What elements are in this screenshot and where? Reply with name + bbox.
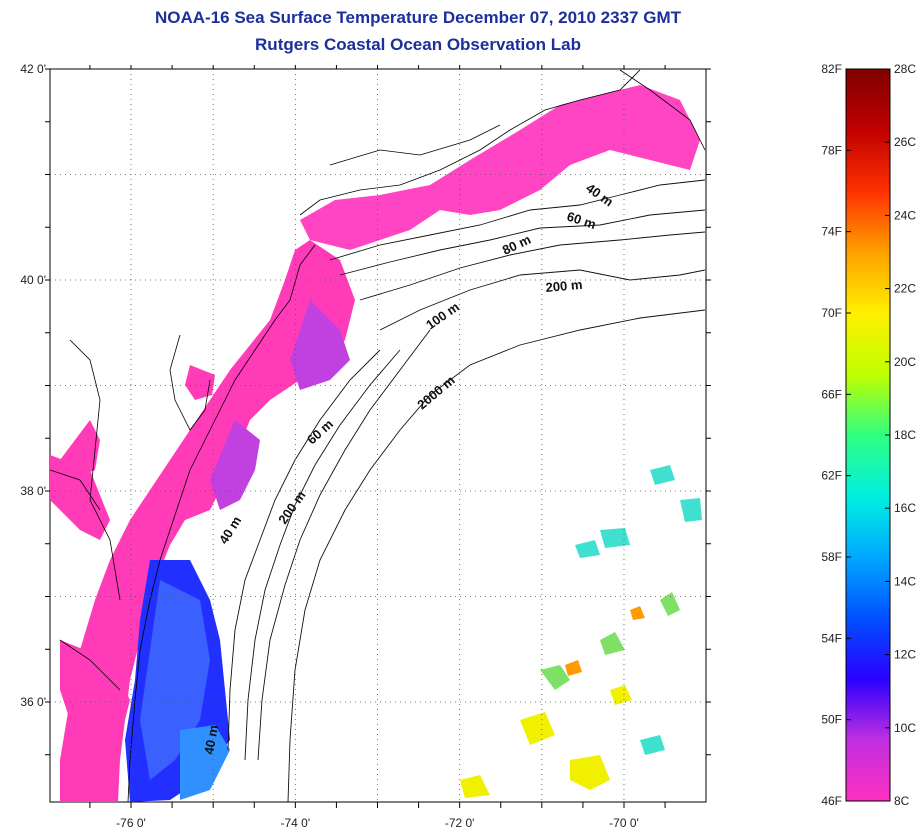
colorbar-label-f: 46F [821,794,842,808]
isobaths [227,179,706,802]
lat-tick-label: 36 0' [20,695,46,709]
colorbar-label-c: 12C [894,648,916,662]
colorbar-label-f: 54F [821,631,842,645]
colorbar-label-c: 24C [894,208,916,222]
colorbar-label-f: 62F [821,469,842,483]
graticule [50,69,706,802]
coastline [50,69,706,802]
lat-tick-label: 38 0' [20,484,46,498]
lat-tick-label: 40 0' [20,273,46,287]
isobath-label: 200 m [545,277,583,295]
colorbar-label-c: 18C [894,428,916,442]
colorbar-label-f: 82F [821,62,842,76]
colorbar-label-c: 20C [894,355,916,369]
colorbar-label-c: 14C [894,574,916,588]
colorbar-label-f: 50F [821,713,842,727]
sst-imagery [50,85,702,802]
lon-tick-label: -70 0' [609,816,639,830]
colorbar-fahrenheit-labels: 82F 78F 74F 70F 66F 62F 58F 54F 50F 46F [821,62,851,808]
latitude-axis: 42 0' 40 0' 38 0' 36 0' [20,62,711,756]
colorbar-label-f: 58F [821,550,842,564]
map-title: NOAA-16 Sea Surface Temperature December… [155,8,681,27]
lon-tick-label: -74 0' [281,816,311,830]
colorbar-label-f: 70F [821,306,842,320]
lon-tick-label: -76 0' [116,816,146,830]
lon-tick-label: -72 0' [445,816,475,830]
colorbar-scale [845,68,891,802]
colorbar-label-f: 74F [821,225,842,239]
lat-tick-label: 42 0' [20,62,46,76]
colorbar-label-c: 8C [894,794,910,808]
colorbar-label-c: 28C [894,62,916,76]
map-subtitle: Rutgers Coastal Ocean Observation Lab [255,35,581,54]
colorbar-celsius-labels: 28C 26C 24C 22C 20C 18C 16C 14C 12C 10C 8C [885,62,916,808]
colorbar-label-c: 22C [894,282,916,296]
colorbar-label-c: 10C [894,721,916,735]
colorbar-label-f: 78F [821,143,842,157]
colorbar-label-f: 66F [821,387,842,401]
colorbar: 82F 78F 74F 70F 66F 62F 58F 54F 50F 46F 28C 26C 24C… [821,62,916,808]
colorbar-label-c: 26C [894,135,916,149]
colorbar-label-c: 16C [894,501,916,515]
isobath-label: 40 m [201,724,221,756]
longitude-axis: -76 0' -74 0' -72 0' -70 0' [89,65,666,830]
map-body: 40 m 60 m 80 m 200 m 100 m 2000 m 60 m 4… [50,69,706,802]
